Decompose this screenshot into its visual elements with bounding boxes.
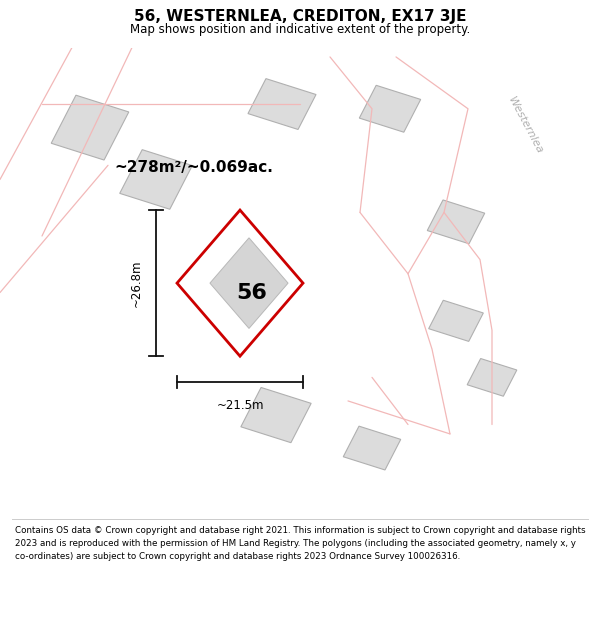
Text: Map shows position and indicative extent of the property.: Map shows position and indicative extent… — [130, 22, 470, 36]
Text: 56: 56 — [236, 282, 268, 302]
Polygon shape — [120, 149, 192, 209]
Text: ~26.8m: ~26.8m — [130, 259, 143, 307]
Polygon shape — [248, 79, 316, 129]
Polygon shape — [427, 200, 485, 244]
Polygon shape — [359, 86, 421, 132]
Polygon shape — [210, 238, 288, 328]
Polygon shape — [343, 426, 401, 470]
Text: Contains OS data © Crown copyright and database right 2021. This information is : Contains OS data © Crown copyright and d… — [15, 526, 586, 561]
Text: ~21.5m: ~21.5m — [216, 399, 264, 412]
Text: Westernlea: Westernlea — [506, 95, 544, 156]
Polygon shape — [428, 300, 484, 341]
Polygon shape — [241, 388, 311, 442]
Text: 56, WESTERNLEA, CREDITON, EX17 3JE: 56, WESTERNLEA, CREDITON, EX17 3JE — [134, 9, 466, 24]
Polygon shape — [467, 359, 517, 396]
Text: ~278m²/~0.069ac.: ~278m²/~0.069ac. — [114, 160, 273, 175]
Polygon shape — [51, 95, 129, 160]
